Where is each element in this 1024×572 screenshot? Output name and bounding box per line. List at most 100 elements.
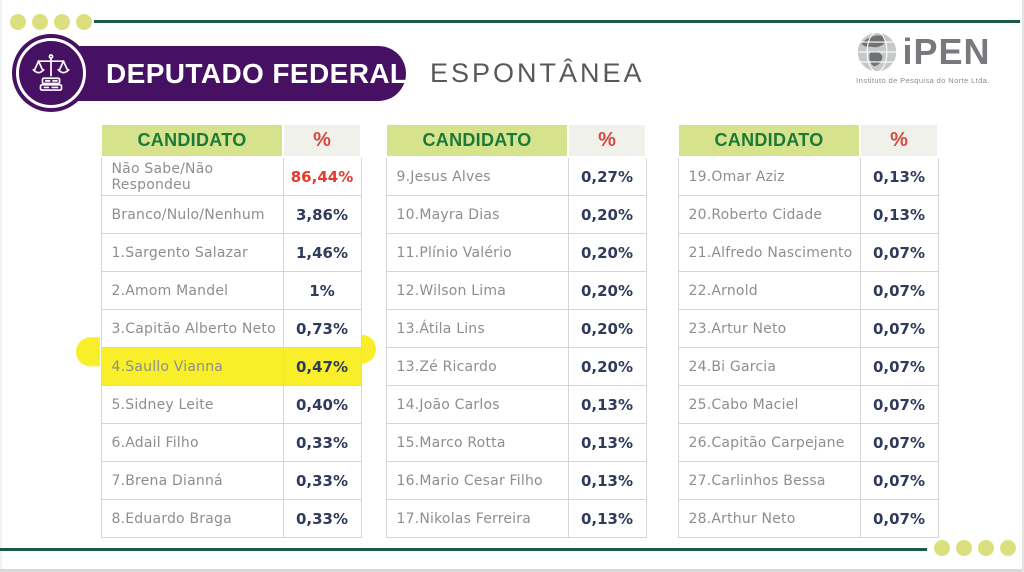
table-row: 9.Jesus Alves 0,27% — [385, 156, 647, 196]
dot — [934, 540, 950, 556]
table-row: 7.Brena Dianná 0,33% — [100, 461, 362, 500]
dot — [10, 14, 26, 30]
table-row: 14.João Carlos 0,13% — [385, 385, 647, 424]
table-row: 3.Capitão Alberto Neto 0,73% — [100, 309, 362, 348]
candidate-percent: 0,07% — [859, 309, 939, 348]
candidate-name: 19.Omar Aziz — [677, 156, 861, 196]
candidate-percent: 0,20% — [567, 309, 647, 348]
title-badge: DEPUTADO FEDERAL — [34, 46, 408, 101]
candidate-percent: 0,20% — [567, 347, 647, 386]
candidate-name: 16.Mario Cesar Filho — [385, 461, 569, 500]
candidate-percent: 0,13% — [567, 385, 647, 424]
column-header-candidato: CANDIDATO — [385, 123, 569, 158]
candidate-percent: 0,13% — [567, 499, 647, 538]
column-header-candidato: CANDIDATO — [100, 123, 284, 158]
candidate-percent: 0,07% — [859, 385, 939, 424]
table-row: 6.Adail Filho 0,33% — [100, 423, 362, 462]
candidate-percent: 0,07% — [859, 271, 939, 310]
logo-tagline: Instituto de Pesquisa do Norte Ltda. — [856, 76, 990, 85]
table-row: 16.Mario Cesar Filho 0,13% — [385, 461, 647, 500]
candidate-name: 26.Capitão Carpejane — [677, 423, 861, 462]
logo-name: iPEN — [902, 31, 991, 72]
table-row: 24.Bi Garcia 0,07% — [677, 347, 939, 386]
candidate-name: 13.Átila Lins — [385, 309, 569, 348]
candidate-percent: 3,86% — [282, 195, 362, 234]
table-row: 2.Amom Mandel 1% — [100, 271, 362, 310]
candidate-name: 22.Arnold — [677, 271, 861, 310]
table-row: 27.Carlinhos Bessa 0,07% — [677, 461, 939, 500]
results-table-3: CANDIDATO% 19.Omar Aziz 0,13% 20.Roberto Ci… — [677, 123, 939, 538]
dot — [1000, 540, 1016, 556]
candidate-percent: 0,13% — [859, 156, 939, 196]
bottom-divider-line — [0, 548, 927, 551]
table-row: 4.Saullo Vianna 0,47% — [100, 347, 362, 386]
candidate-name: 1.Sargento Salazar — [100, 233, 284, 272]
top-left-dots — [10, 14, 92, 30]
candidate-percent: 1,46% — [282, 233, 362, 272]
candidate-name: 8.Eduardo Braga — [100, 499, 284, 538]
candidate-percent: 0,73% — [282, 309, 362, 348]
candidate-percent: 0,33% — [282, 461, 362, 500]
table-row: 11.Plínio Valério 0,20% — [385, 233, 647, 272]
dot — [76, 14, 92, 30]
results-table-1: CANDIDATO% Não Sabe/Não Respondeu 86,44% Br… — [100, 123, 362, 538]
dot — [32, 14, 48, 30]
page-title: DEPUTADO FEDERAL — [106, 57, 408, 89]
candidate-percent: 0,13% — [567, 423, 647, 462]
column-header-percent: % — [567, 123, 647, 158]
candidate-name: 25.Cabo Maciel — [677, 385, 861, 424]
candidate-percent: 0,20% — [567, 233, 647, 272]
candidate-percent: 0,07% — [859, 461, 939, 500]
table-row: 15.Marco Rotta 0,13% — [385, 423, 647, 462]
candidate-name: 2.Amom Mandel — [100, 271, 284, 310]
column-header-percent: % — [859, 123, 939, 158]
candidate-name: 24.Bi Garcia — [677, 347, 861, 386]
top-divider-line — [94, 20, 1020, 23]
candidate-name: 9.Jesus Alves — [385, 156, 569, 196]
table-row: 13.Átila Lins 0,20% — [385, 309, 647, 348]
candidate-name: 23.Artur Neto — [677, 309, 861, 348]
candidate-name: 12.Wilson Lima — [385, 271, 569, 310]
candidate-name: 10.Mayra Dias — [385, 195, 569, 234]
table-row: 10.Mayra Dias 0,20% — [385, 195, 647, 234]
candidate-name: Não Sabe/Não Respondeu — [100, 156, 284, 196]
table-row: 8.Eduardo Braga 0,33% — [100, 499, 362, 538]
candidate-name: 21.Alfredo Nascimento — [677, 233, 861, 272]
candidate-name: 4.Saullo Vianna — [100, 347, 284, 386]
candidate-percent: 0,07% — [859, 233, 939, 272]
dot — [978, 540, 994, 556]
results-table-2: CANDIDATO% 9.Jesus Alves 0,27% 10.Mayra Dia… — [385, 123, 647, 538]
candidate-percent: 0,07% — [859, 499, 939, 538]
candidate-percent: 0,47% — [282, 347, 362, 386]
table-row: 5.Sidney Leite 0,40% — [100, 385, 362, 424]
table-row: Não Sabe/Não Respondeu 86,44% — [100, 156, 362, 196]
candidate-percent: 0,07% — [859, 423, 939, 462]
candidate-name: 28.Arthur Neto — [677, 499, 861, 538]
candidate-percent: 0,20% — [567, 195, 647, 234]
candidate-name: 3.Capitão Alberto Neto — [100, 309, 284, 348]
table-row: 22.Arnold 0,07% — [677, 271, 939, 310]
column-header-candidato: CANDIDATO — [677, 123, 861, 158]
table-row: 23.Artur Neto 0,07% — [677, 309, 939, 348]
subtitle: ESPONTÂNEA — [430, 58, 645, 88]
candidate-percent: 1% — [282, 271, 362, 310]
table-row: 20.Roberto Cidade 0,13% — [677, 195, 939, 234]
table-row: 17.Nikolas Ferreira 0,13% — [385, 499, 647, 538]
candidate-percent: 0,33% — [282, 423, 362, 462]
bottom-right-dots — [934, 540, 1016, 556]
candidate-name: 14.João Carlos — [385, 385, 569, 424]
candidate-percent: 0,20% — [567, 271, 647, 310]
candidate-name: 5.Sidney Leite — [100, 385, 284, 424]
table-row: 19.Omar Aziz 0,13% — [677, 156, 939, 196]
table-row: 13.Zé Ricardo 0,20% — [385, 347, 647, 386]
table-row: 25.Cabo Maciel 0,07% — [677, 385, 939, 424]
candidate-name: 17.Nikolas Ferreira — [385, 499, 569, 538]
column-header-percent: % — [282, 123, 362, 158]
candidate-percent: 0,33% — [282, 499, 362, 538]
candidate-percent: 0,13% — [567, 461, 647, 500]
candidate-name: 20.Roberto Cidade — [677, 195, 861, 234]
candidate-name: 27.Carlinhos Bessa — [677, 461, 861, 500]
dot — [54, 14, 70, 30]
ipen-logo: iPEN Instituto de Pesquisa do Norte Ltda… — [843, 30, 1003, 86]
